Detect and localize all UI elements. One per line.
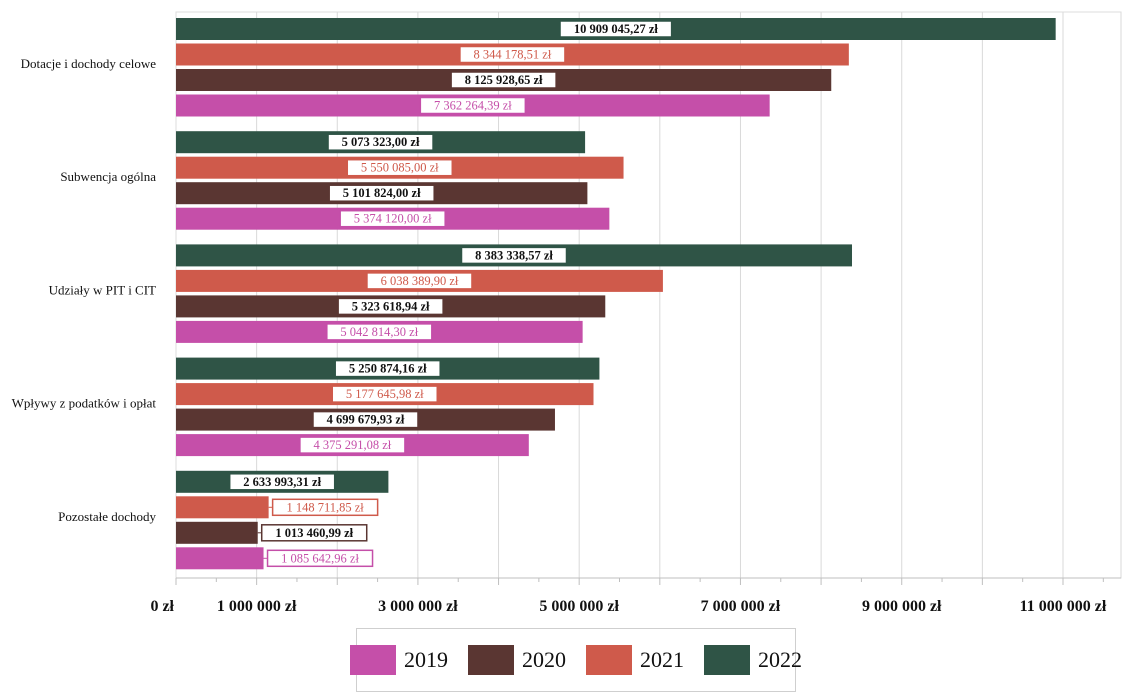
data-label-2020: 4 699 679,93 zł (327, 413, 405, 427)
data-label-box (312, 410, 419, 429)
category-label: Dotacje i dochody celowe (21, 56, 157, 71)
data-label-2022: 5 250 874,16 zł (349, 362, 427, 376)
data-label-2022: 10 909 045,27 zł (574, 22, 659, 36)
legend-swatch-2019 (350, 645, 396, 675)
data-label-box (334, 359, 441, 378)
legend-label-2020: 2020 (522, 647, 566, 672)
data-label-box (266, 549, 374, 568)
data-label-box (460, 246, 568, 265)
legend: 2019 2020 2021 2022 (350, 628, 802, 692)
data-label-2022: 8 383 338,57 zł (475, 248, 553, 262)
data-label-2019: 5 042 814,30 zł (340, 325, 418, 339)
bar-2020 (176, 521, 258, 544)
x-tick-label: 0 zł (150, 598, 174, 615)
bar-2019 (176, 547, 264, 570)
data-label-box (327, 133, 434, 151)
data-label-2021: 6 038 389,90 zł (381, 274, 459, 288)
legend-label-2019: 2019 (404, 647, 448, 672)
data-label-box (450, 71, 557, 89)
category-label: Subwencja ogólna (60, 169, 156, 184)
data-label-box (271, 498, 379, 517)
data-label-2020: 5 323 618,94 zł (352, 299, 430, 313)
category-label: Pozostałe dochody (58, 509, 156, 524)
data-label-2019: 1 085 642,96 zł (281, 551, 359, 565)
legend-item-2021: 2021 (586, 645, 684, 675)
data-label-2021: 8 344 178,51 zł (474, 48, 552, 62)
data-label-2020: 5 101 824,00 zł (343, 186, 421, 200)
legend-item-2020: 2020 (468, 645, 566, 675)
data-label-2020: 8 125 928,65 zł (465, 73, 543, 87)
data-label-2020: 1 013 460,99 zł (275, 526, 353, 540)
category-label: Wpływy z podatków i opłat (12, 396, 157, 411)
data-label-box (559, 20, 673, 38)
legend-swatch-2020 (468, 645, 514, 675)
legend-swatch-2021 (586, 645, 632, 675)
legend-label-2022: 2022 (758, 647, 802, 672)
category-label: Udziały w PIT i CIT (49, 282, 156, 297)
data-label-2019: 7 362 264,39 zł (434, 99, 512, 113)
data-label-2022: 5 073 323,00 zł (342, 135, 420, 149)
data-label-box (366, 272, 473, 290)
x-tick-label: 3 000 000 zł (378, 598, 458, 615)
x-tick-label: 1 000 000 zł (217, 598, 297, 615)
data-label-box (337, 297, 444, 316)
data-label-2019: 4 375 291,08 zł (314, 438, 392, 452)
bar-2021 (176, 496, 269, 519)
data-label-box (326, 323, 433, 341)
data-label-box (260, 524, 368, 542)
data-label-box (299, 436, 406, 454)
data-label-box (228, 473, 336, 491)
bar-chart: 0 zł 1 000 000 zł 3 000 000 zł 5 000 000 zł… (12, 11, 1122, 615)
data-label-box (459, 45, 566, 64)
legend-label-2021: 2021 (640, 647, 684, 672)
legend-swatch-2022 (704, 645, 750, 675)
data-label-box (339, 209, 446, 228)
data-label-2019: 5 374 120,00 zł (354, 212, 432, 226)
data-label-2021: 5 177 645,98 zł (346, 387, 424, 401)
data-label-2021: 5 550 085,00 zł (361, 161, 439, 175)
x-tick-label: 5 000 000 zł (539, 598, 619, 615)
data-label-box (346, 158, 454, 177)
legend-item-2019: 2019 (350, 645, 448, 675)
data-label-box (331, 385, 439, 403)
x-tick-label: 11 000 000 zł (1020, 598, 1107, 615)
data-label-box (328, 184, 435, 202)
data-label-2022: 2 633 993,31 zł (243, 475, 321, 489)
data-label-2021: 1 148 711,85 zł (286, 500, 364, 514)
data-label-box (419, 96, 527, 115)
x-tick-label: 7 000 000 zł (701, 598, 781, 615)
legend-item-2022: 2022 (704, 645, 802, 675)
x-tick-label: 9 000 000 zł (862, 598, 942, 615)
